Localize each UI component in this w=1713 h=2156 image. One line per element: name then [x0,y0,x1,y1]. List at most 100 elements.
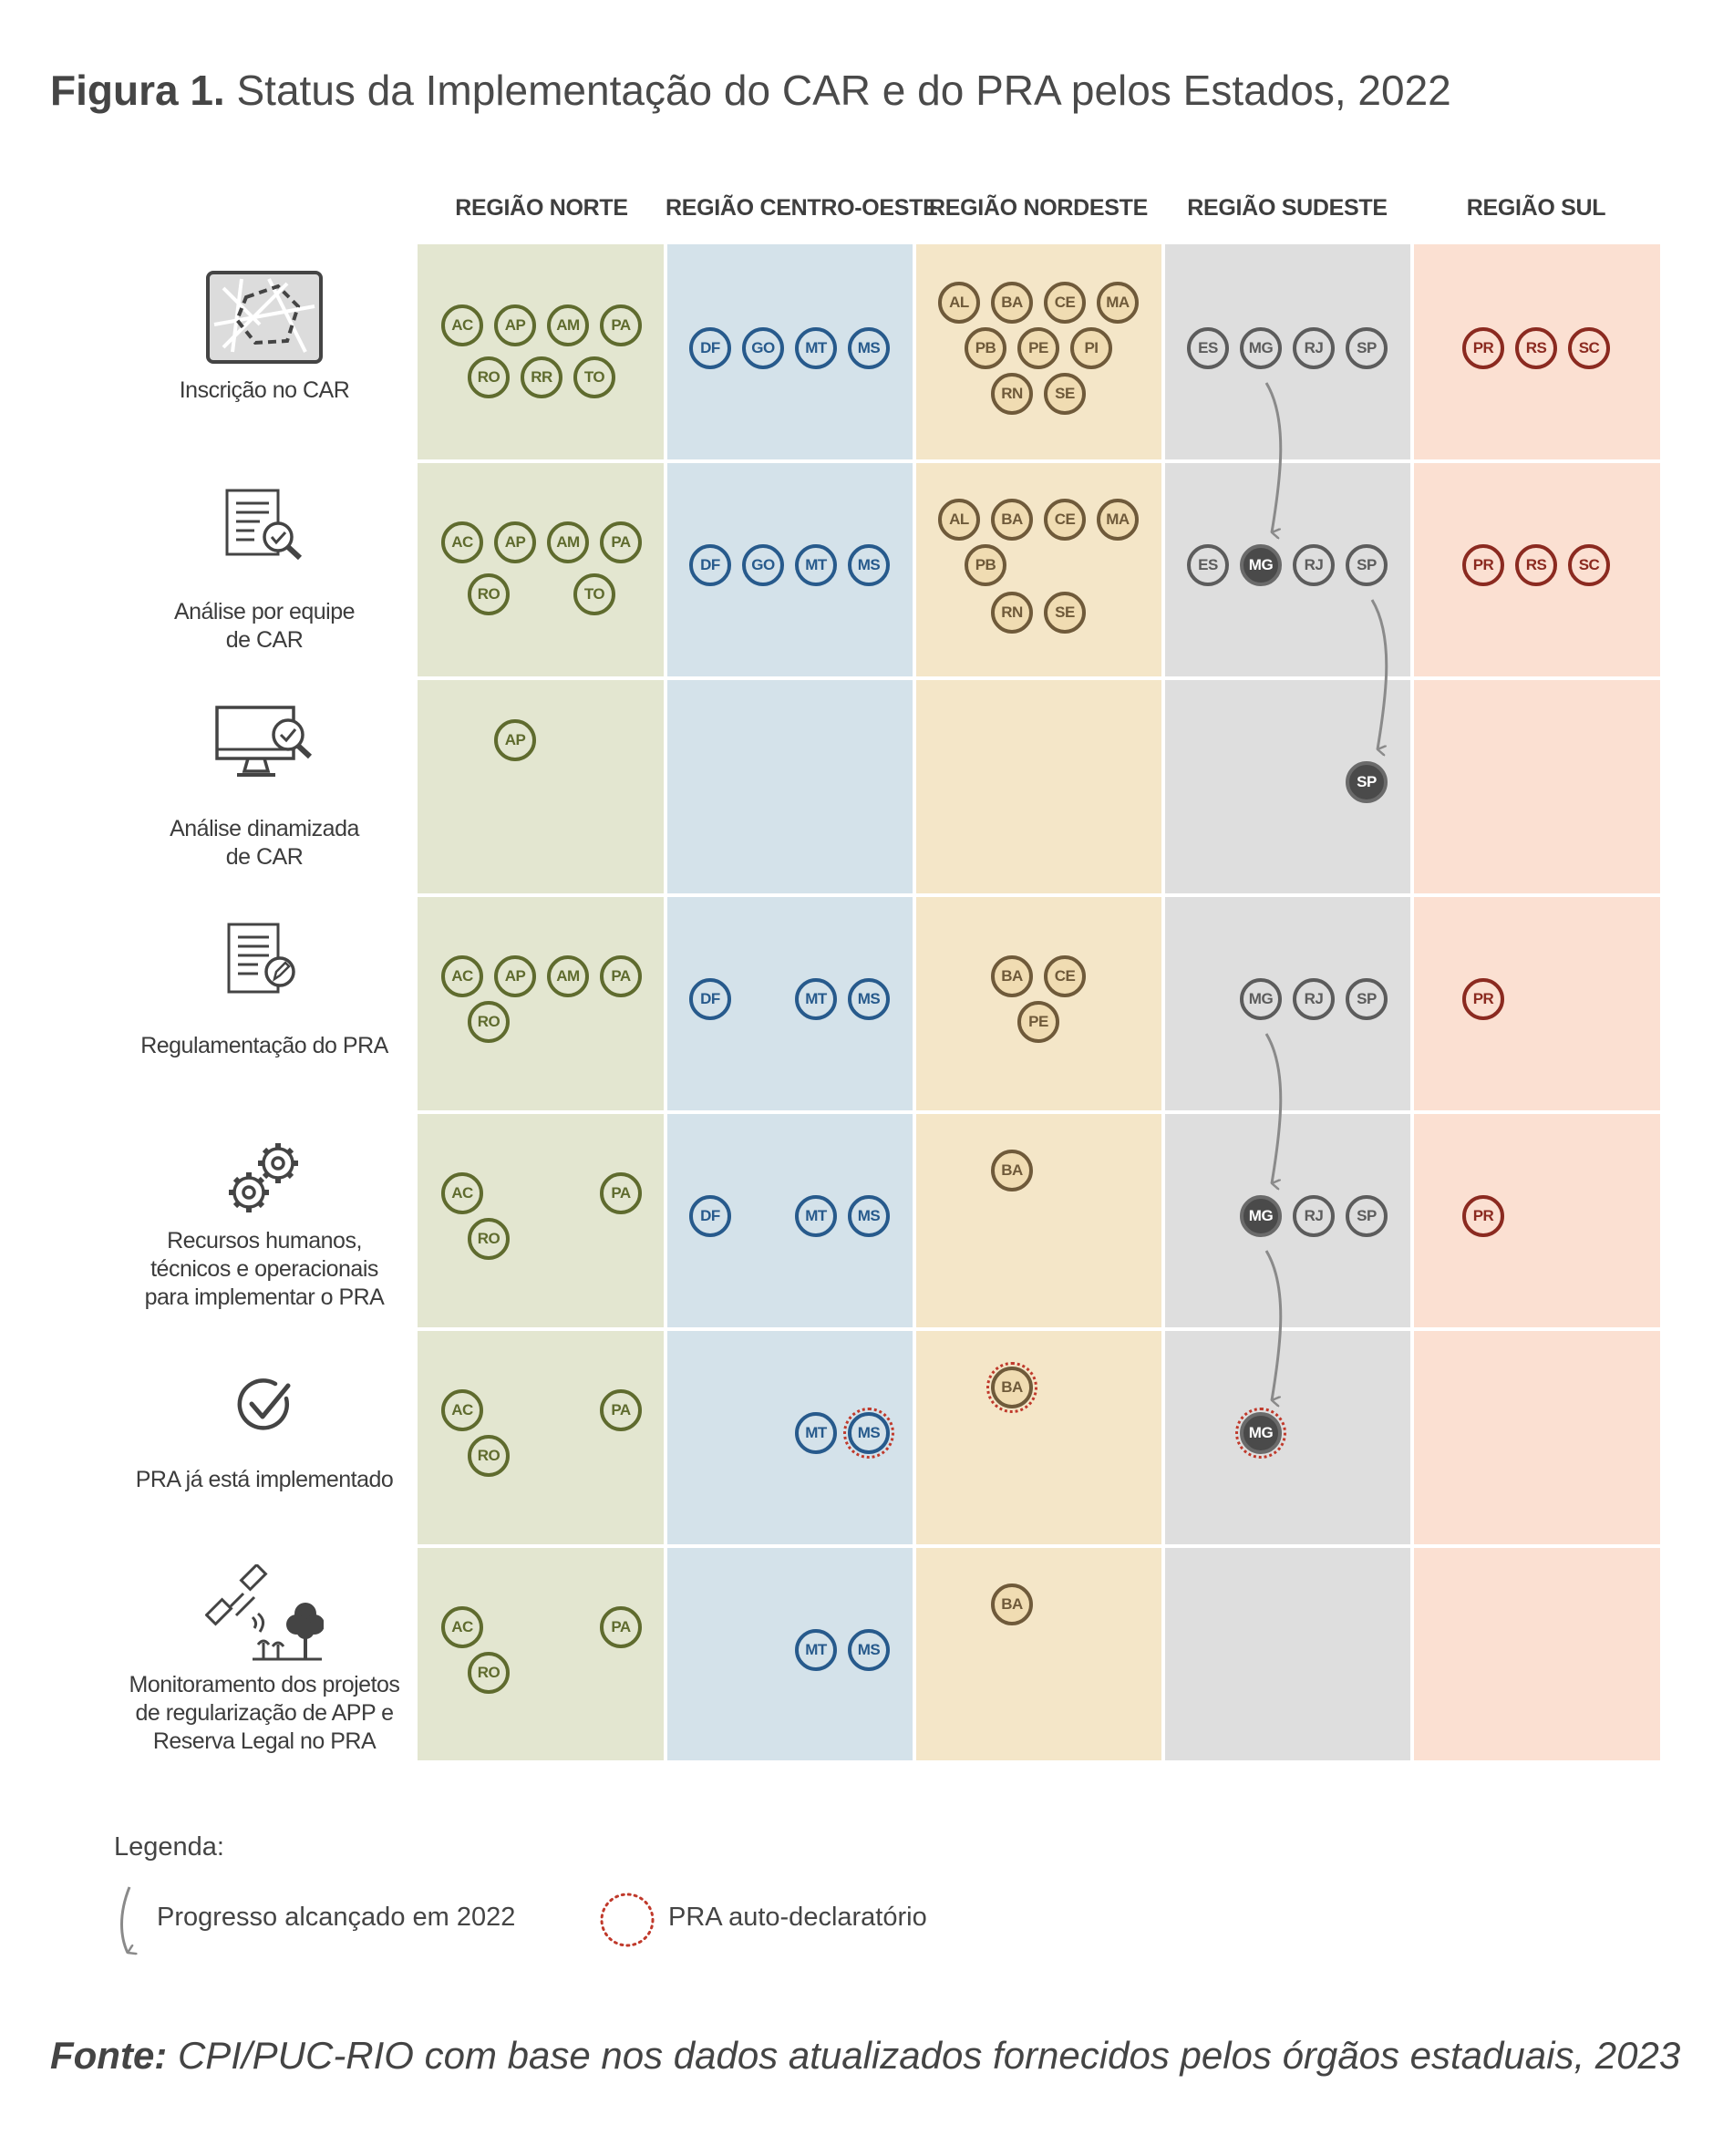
state-badge-ms: MS [848,1195,890,1237]
state-badge-rs: RS [1515,327,1557,369]
state-badge-mt: MT [795,327,837,369]
state-badge-ro: RO [468,1652,510,1694]
state-badge-go: GO [742,544,784,586]
state-badge-pb: PB [965,544,1006,586]
state-badge-pb: PB [965,327,1006,369]
row-label-line: Análise por equipe [173,599,356,624]
state-badge-sp: SP [1346,761,1388,803]
figure-title: Figura 1. Status da Implementação do CAR… [50,66,1451,115]
state-badge-ro: RO [468,1218,510,1260]
computer-search-icon [213,704,315,787]
row-label-line: Reserva Legal no PRA [152,1728,377,1754]
state-badge-to: TO [573,573,615,615]
row-label-line: de CAR [225,844,304,870]
row-divider [418,893,1660,897]
state-badge-rj: RJ [1293,544,1335,586]
row-label-line: Regulamentação do PRA [140,1033,388,1058]
header-sul: REGIÃO SUL [1466,195,1606,221]
state-badge-pr: PR [1462,978,1504,1020]
check-icon [235,1377,294,1439]
state-badge-ro: RO [468,573,510,615]
state-badge-ro: RO [468,356,510,398]
document-edit-icon [225,921,304,1002]
state-badge-df: DF [689,1195,731,1237]
state-badge-ac: AC [441,955,483,997]
header-norte: REGIÃO NORTE [455,195,628,221]
state-badge-am: AM [547,955,589,997]
row-divider [418,459,1660,463]
legend-progress-label: Progresso alcançado em 2022 [157,1903,516,1932]
state-badge-ce: CE [1044,955,1086,997]
state-badge-df: DF [689,978,731,1020]
state-badge-mg: MG [1240,327,1282,369]
state-badge-ac: AC [441,1172,483,1214]
row-label: Inscrição no CAR [109,377,419,405]
row-divider [418,1110,1660,1114]
column-divider [1410,244,1414,1760]
row-label: Análise dinamizada de CAR [109,815,419,872]
state-badge-pa: PA [600,521,642,563]
progress-arrow [1264,1033,1283,1183]
row-label-line: para implementar o PRA [144,1284,385,1310]
source-note: Fonte: CPI/PUC-RIO com base nos dados at… [50,2034,1680,2078]
state-badge-pr: PR [1462,327,1504,369]
state-badge-ms: MS [848,544,890,586]
state-badge-ac: AC [441,1389,483,1431]
state-badge-ms: MS [848,327,890,369]
state-badge-pa: PA [600,1606,642,1648]
state-badge-ap: AP [494,955,536,997]
state-badge-ba: BA [986,1362,1037,1413]
state-badge-pi: PI [1070,327,1112,369]
header-sudeste: REGIÃO SUDESTE [1187,195,1388,221]
state-badge-ap: AP [494,304,536,346]
state-badge-ac: AC [441,521,483,563]
state-badge-ce: CE [1044,499,1086,541]
state-badge-pr: PR [1462,544,1504,586]
state-badge-ap: AP [494,521,536,563]
legend-arrow-icon [120,1886,130,1953]
state-badge-mt: MT [795,1195,837,1237]
state-badge-am: AM [547,521,589,563]
state-badge-ba: BA [991,499,1033,541]
state-badge-ba: BA [991,1150,1033,1191]
state-badge-mt: MT [795,544,837,586]
state-badge-ma: MA [1097,282,1139,324]
state-badge-pa: PA [600,1389,642,1431]
state-badge-ac: AC [441,1606,483,1648]
state-badge-rn: RN [991,373,1033,415]
state-badge-al: AL [938,499,980,541]
state-badge-mt: MT [795,978,837,1020]
state-badge-mg: MG [1235,1408,1286,1459]
row-divider [418,1544,1660,1548]
state-badge-rj: RJ [1293,978,1335,1020]
header-nordeste: REGIÃO NORDESTE [929,195,1148,221]
source-text: CPI/PUC-RIO com base nos dados atualizad… [167,2034,1681,2077]
row-label-line: de CAR [225,627,304,653]
row-label-line: Inscrição no CAR [179,377,350,403]
state-badge-mg: MG [1240,1195,1282,1237]
state-badge-es: ES [1187,327,1229,369]
state-badge-mt: MT [795,1629,837,1671]
state-badge-ro: RO [468,1001,510,1043]
row-label-line: de regularização de APP e [135,1700,394,1726]
state-badge-pa: PA [600,1172,642,1214]
state-badge-ro: RO [468,1435,510,1477]
state-badge-sc: SC [1568,544,1610,586]
state-badge-pr: PR [1462,1195,1504,1237]
state-badge-ba: BA [991,282,1033,324]
row-label-line: PRA já está implementado [135,1467,394,1492]
state-badge-pa: PA [600,955,642,997]
row-label: Recursos humanos, técnicos e operacionais… [109,1227,419,1312]
state-badge-mt: MT [795,1412,837,1454]
state-badge-rj: RJ [1293,327,1335,369]
state-badge-ap: AP [494,719,536,761]
state-badge-rs: RS [1515,544,1557,586]
row-label-line: Análise dinamizada [170,816,359,841]
state-badge-rn: RN [991,592,1033,634]
state-badge-sp: SP [1346,978,1388,1020]
state-badge-es: ES [1187,544,1229,586]
state-badge-am: AM [547,304,589,346]
row-label-line: Recursos humanos, [167,1228,362,1253]
state-badge-pe: PE [1017,327,1059,369]
column-sul [1412,244,1660,1760]
